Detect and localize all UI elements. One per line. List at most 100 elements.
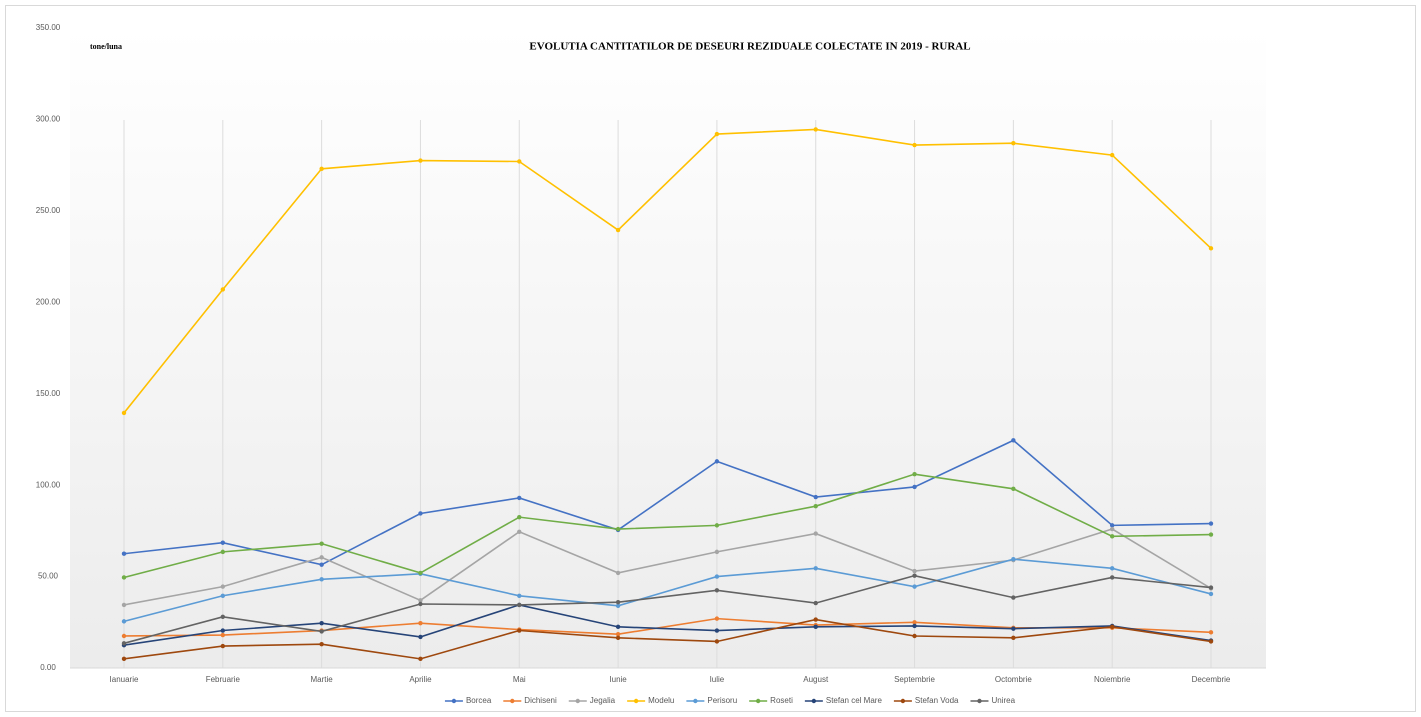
data-point: [517, 514, 522, 520]
series-line: [123, 128, 1212, 414]
data-point: [714, 549, 720, 555]
legend-item: Roseti: [749, 696, 793, 705]
data-point: [418, 598, 423, 603]
data-point: [714, 574, 720, 579]
legend-label: Stefan cel Mare: [826, 696, 883, 705]
data-point: [813, 624, 818, 630]
x-tick-label: Iulie: [710, 675, 725, 684]
data-point: [615, 570, 621, 576]
data-point: [1109, 526, 1115, 532]
data-point: [1109, 534, 1115, 539]
series-line: [123, 618, 1212, 660]
data-point: [813, 127, 818, 132]
data-point: [615, 227, 621, 233]
legend-marker: [510, 698, 515, 704]
data-point: [1109, 152, 1115, 158]
data-point: [714, 628, 720, 633]
data-point: [220, 628, 226, 633]
series-line: [123, 558, 1212, 623]
data-point: [1011, 626, 1016, 631]
legend-item: Perisoru: [686, 696, 737, 705]
data-point: [1208, 585, 1214, 590]
legend-marker: [693, 698, 698, 704]
data-point: [220, 643, 226, 649]
x-tick-label: Ianuarie: [110, 675, 139, 684]
data-point: [912, 584, 917, 589]
data-point: [1208, 521, 1214, 526]
data-point: [1109, 624, 1115, 630]
data-point: [912, 633, 917, 639]
data-point: [418, 601, 423, 607]
data-point: [912, 471, 917, 477]
legend-label: Jegalia: [590, 696, 616, 705]
x-tick-label: Septembrie: [894, 675, 935, 684]
data-point: [220, 593, 226, 598]
series-line: [123, 528, 1212, 606]
data-point: [220, 632, 226, 638]
series-line: [123, 439, 1212, 566]
data-point: [1109, 566, 1115, 571]
data-point: [220, 540, 226, 545]
data-point: [714, 459, 720, 464]
legend-marker: [575, 698, 580, 704]
data-point: [912, 623, 917, 629]
data-point: [813, 531, 818, 536]
y-tick-label: 0.00: [40, 663, 56, 672]
data-point: [121, 575, 127, 580]
legend-label: Stefan Voda: [915, 696, 959, 705]
data-point: [813, 600, 818, 606]
y-tick-label: 150.00: [36, 389, 61, 398]
data-point: [1011, 486, 1016, 491]
legend-label: Unirea: [991, 696, 1015, 705]
legend-item: Stefan cel Mare: [804, 696, 883, 705]
data-point: [517, 628, 522, 633]
y-tick-label: 50.00: [38, 572, 59, 581]
data-point: [418, 634, 423, 640]
data-point: [220, 287, 226, 292]
data-point: [220, 549, 226, 555]
legend: Borcea Dichiseni Jegalia Modelu Perisoru Rose…: [444, 696, 1016, 705]
data-point: [813, 494, 818, 500]
chart-title: EVOLUTIA CANTITATILOR DE DESEURI REZIDUA…: [529, 41, 970, 53]
data-point: [517, 529, 522, 534]
data-point: [912, 573, 917, 578]
data-point: [517, 602, 522, 608]
data-point: [912, 142, 917, 148]
data-point: [1011, 141, 1016, 146]
legend-marker: [811, 698, 817, 704]
legend-marker: [900, 698, 906, 704]
x-tick-label: Mai: [513, 675, 526, 684]
x-tick-label: August: [803, 675, 829, 684]
data-point: [418, 570, 423, 576]
data-point: [1011, 595, 1016, 600]
data-point: [319, 555, 324, 560]
data-point: [319, 166, 324, 171]
legend-item: Jegalia: [568, 696, 616, 705]
legend-item: Borcea: [444, 696, 492, 705]
legend-marker: [977, 698, 982, 704]
y-tick-label: 250.00: [36, 206, 61, 215]
y-tick-label: 100.00: [36, 480, 61, 489]
legend-marker: [633, 698, 639, 704]
data-point: [319, 621, 324, 626]
data-point: [912, 568, 917, 574]
legend-item: Stefan Voda: [893, 696, 959, 705]
data-point: [714, 523, 720, 528]
data-point: [1208, 639, 1214, 644]
data-point: [121, 641, 127, 646]
data-point: [615, 631, 621, 637]
data-point: [615, 624, 621, 630]
data-point: [121, 619, 127, 624]
legend-item: Dichiseni: [503, 696, 557, 705]
data-point: [517, 159, 522, 164]
data-point: [714, 131, 720, 137]
legend-label: Roseti: [770, 696, 793, 705]
data-point: [615, 599, 621, 605]
data-point: [1208, 532, 1214, 537]
series-line: [123, 473, 1212, 579]
x-tick-label: Februarie: [206, 675, 241, 684]
data-point: [1208, 630, 1214, 635]
data-point: [714, 639, 720, 644]
data-point: [418, 511, 423, 516]
data-point: [319, 541, 324, 546]
